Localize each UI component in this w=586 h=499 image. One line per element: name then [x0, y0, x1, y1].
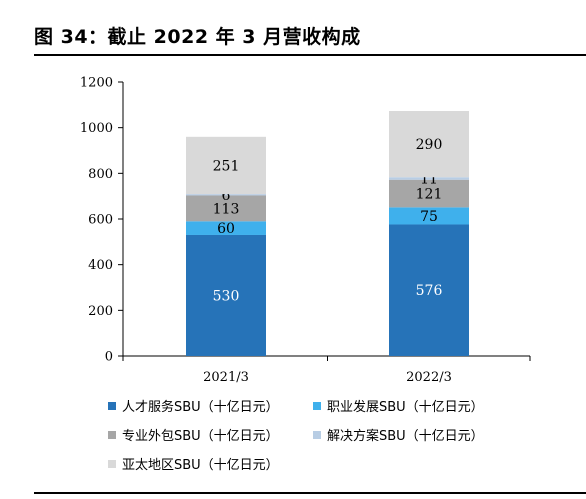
legend-label: 亚太地区SBU（十亿日元）	[122, 458, 279, 473]
legend-swatch	[108, 459, 116, 468]
bar-segment	[389, 224, 469, 356]
x-tick-label: 2021/3	[203, 370, 249, 385]
x-tick-label: 2022/3	[406, 370, 452, 385]
bar-segment	[186, 194, 266, 196]
legend-label: 专业外包SBU（十亿日元）	[122, 429, 279, 444]
bottom-rule	[34, 492, 586, 494]
legend-item: 解决方案SBU（十亿日元）	[313, 425, 484, 444]
data-label: 576	[416, 283, 443, 299]
y-tick-label: 1200	[80, 76, 113, 91]
legend-item: 专业外包SBU（十亿日元）	[108, 425, 279, 444]
data-label: 6	[222, 188, 231, 204]
data-label: 121	[416, 187, 443, 203]
bar-segment	[389, 207, 469, 225]
data-label: 113	[213, 201, 240, 217]
legend-label: 职业发展SBU（十亿日元）	[327, 400, 484, 415]
bar-segment	[186, 195, 266, 222]
y-tick-label: 200	[88, 304, 113, 319]
bar-segment	[186, 136, 266, 195]
bar-segment	[389, 179, 469, 208]
y-tick-label: 600	[88, 213, 113, 228]
legend-label: 人才服务SBU（十亿日元）	[122, 400, 279, 415]
legend-swatch	[108, 430, 116, 439]
legend-item: 人才服务SBU（十亿日元）	[108, 396, 279, 415]
legend-label: 解决方案SBU（十亿日元）	[327, 429, 484, 444]
legend-swatch	[108, 401, 116, 410]
top-rule	[34, 54, 586, 56]
data-label: 60	[217, 221, 235, 237]
data-label: 290	[416, 137, 443, 153]
bar-segment	[389, 177, 469, 180]
legend-swatch	[313, 401, 321, 410]
bar-segment	[186, 221, 266, 235]
figure-title: 图 34：截止 2022 年 3 月营收构成	[34, 26, 361, 48]
y-tick-label: 1000	[80, 121, 113, 136]
legend-item: 亚太地区SBU（十亿日元）	[108, 454, 279, 473]
data-label: 251	[213, 158, 240, 174]
data-label: 530	[213, 288, 240, 304]
legend-swatch	[313, 430, 321, 439]
y-tick-label: 400	[88, 258, 113, 273]
y-tick-label: 800	[88, 167, 113, 182]
data-label: 75	[420, 209, 438, 225]
bar-segment	[186, 234, 266, 356]
y-tick-label: 0	[105, 350, 113, 365]
legend-item: 职业发展SBU（十亿日元）	[313, 396, 484, 415]
bar-segment	[389, 110, 469, 178]
